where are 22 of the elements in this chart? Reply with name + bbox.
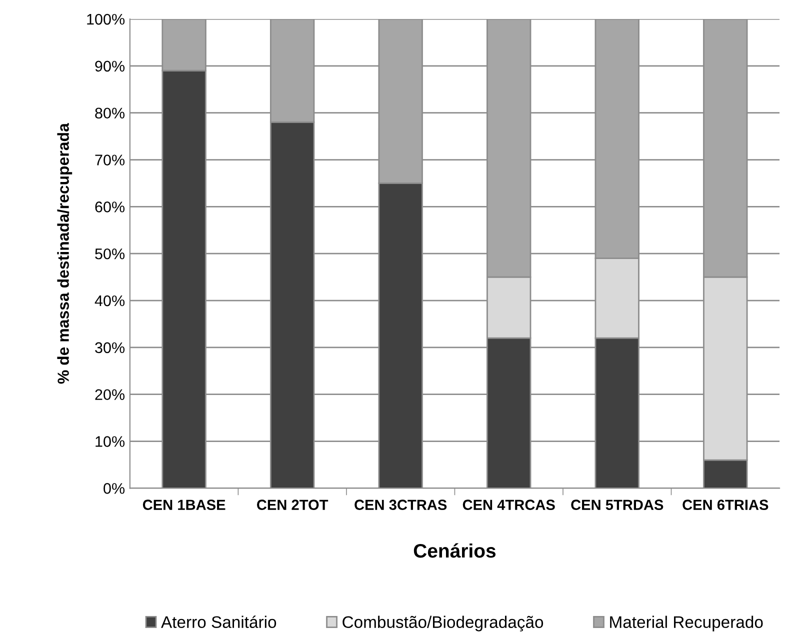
y-tick-label: 0% <box>104 483 125 494</box>
x-tick-label: CEN 4TRCAS <box>462 500 555 510</box>
x-axis-title: Cenários <box>414 543 496 558</box>
x-tick-label: CEN 6TRIAS <box>682 500 768 510</box>
y-tick-label: 30% <box>95 342 125 354</box>
y-tick-label: 100% <box>87 14 125 25</box>
y-axis-title: % de massa destinada/recuperada <box>57 122 72 384</box>
y-tick-label: 50% <box>95 248 125 260</box>
y-tick-label: 80% <box>95 108 125 119</box>
legend-label: Material Recuperado <box>610 616 763 632</box>
y-tick-label: 20% <box>95 389 125 400</box>
y-tick-label: 90% <box>95 60 125 72</box>
x-tick-label: CEN 3CTRAS <box>354 500 447 510</box>
y-tick-label: 40% <box>94 295 125 306</box>
legend-label: Aterro Sanitário <box>161 616 276 628</box>
y-tick-label: 60% <box>95 202 125 212</box>
y-tick-label: 10% <box>96 436 125 447</box>
x-tick-label: CEN 2TOT <box>256 500 328 510</box>
y-tick-label: 70% <box>95 154 125 166</box>
x-tick-label: CEN 1BASE <box>142 500 226 510</box>
x-tick-label: CEN 5TRDAS <box>571 500 664 510</box>
legend-label: Combustão/Biodegradação <box>342 616 544 632</box>
